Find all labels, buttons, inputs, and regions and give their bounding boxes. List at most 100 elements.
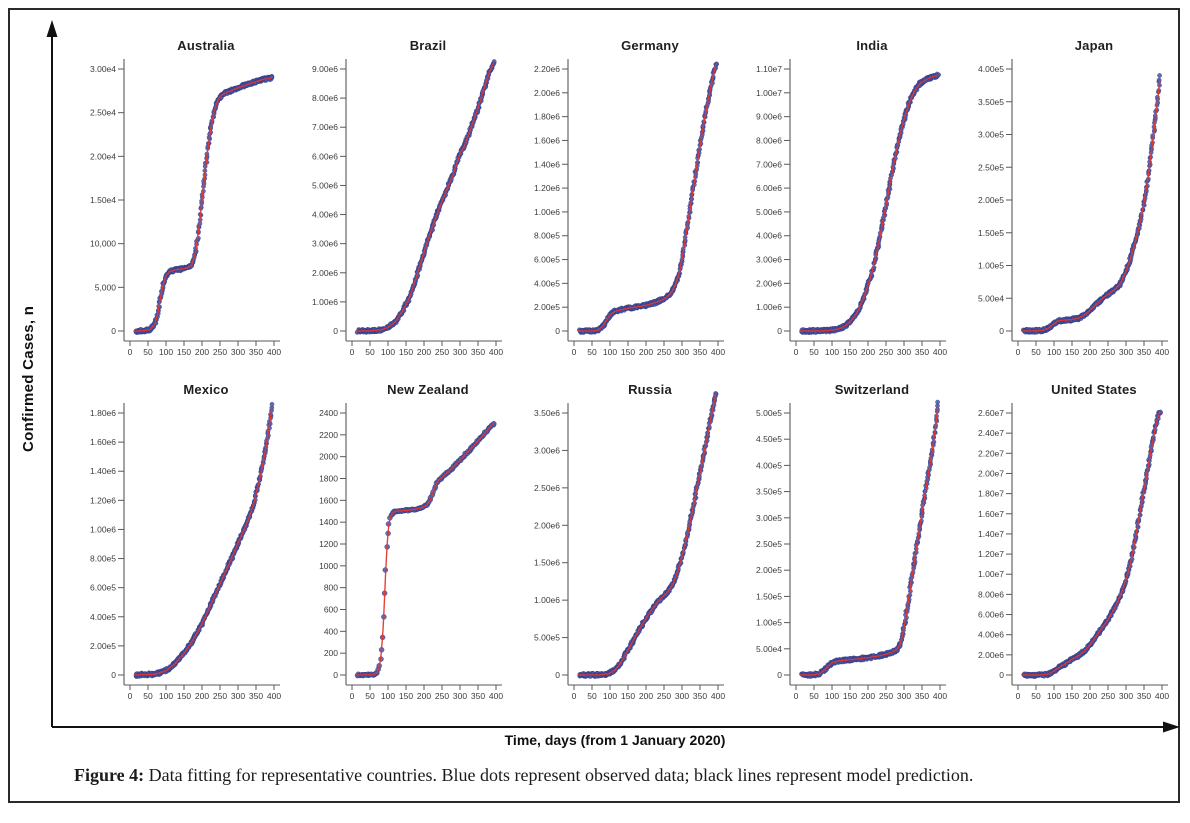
- svg-text:1.00e7: 1.00e7: [978, 569, 1004, 579]
- observed-dots-layer: [354, 59, 497, 335]
- svg-text:3.00e5: 3.00e5: [978, 130, 1004, 140]
- svg-text:2.00e5: 2.00e5: [978, 195, 1004, 205]
- subplot-india: India 1.10e7 1.00e7 9.00e6 8.00e6 7.00e6 6.00e…: [746, 38, 954, 360]
- svg-text:250: 250: [213, 347, 227, 357]
- model-line-layer: [133, 407, 273, 676]
- svg-text:0: 0: [1016, 347, 1021, 357]
- svg-text:200: 200: [1083, 347, 1097, 357]
- svg-text:250: 250: [213, 691, 227, 701]
- caption-text: Data fitting for representative countrie…: [148, 765, 974, 785]
- svg-text:9.00e6: 9.00e6: [312, 64, 338, 74]
- svg-text:4.00e6: 4.00e6: [312, 210, 338, 220]
- subplot-title: Germany: [621, 38, 679, 53]
- svg-text:200: 200: [195, 347, 209, 357]
- svg-text:200: 200: [639, 691, 653, 701]
- svg-text:300: 300: [675, 691, 689, 701]
- svg-text:0: 0: [111, 670, 116, 680]
- svg-text:1.10e7: 1.10e7: [756, 64, 782, 74]
- svg-text:200: 200: [195, 691, 209, 701]
- svg-text:150: 150: [1065, 691, 1079, 701]
- axis-layer: 3.50e6 3.00e6 2.50e6 2.00e6 1.50e6 1.00e6 5.00…: [534, 403, 725, 701]
- svg-text:1.00e5: 1.00e5: [978, 261, 1004, 271]
- model-line-layer: [799, 74, 938, 332]
- svg-text:50: 50: [365, 347, 375, 357]
- subplot-chart: 4.00e5 3.50e5 3.00e5 2.50e5 2.00e5 1.50e5 1.00…: [978, 59, 1169, 357]
- subplot-chart: 2.60e7 2.40e7 2.20e7 2.00e7 1.80e7 1.60e7 1.40…: [978, 403, 1169, 701]
- svg-text:6.00e6: 6.00e6: [312, 151, 338, 161]
- svg-text:8.00e6: 8.00e6: [978, 589, 1004, 599]
- svg-text:250: 250: [1101, 347, 1115, 357]
- svg-text:0: 0: [777, 326, 782, 336]
- svg-text:1000: 1000: [319, 561, 338, 571]
- observed-dots-layer: [133, 73, 275, 335]
- svg-text:1200: 1200: [319, 539, 338, 549]
- svg-text:0: 0: [128, 347, 133, 357]
- y-axis-label: Confirmed Cases, n: [20, 305, 37, 452]
- svg-text:0: 0: [555, 670, 560, 680]
- svg-text:100: 100: [1047, 347, 1061, 357]
- svg-text:1.40e6: 1.40e6: [90, 466, 116, 476]
- svg-text:5.00e6: 5.00e6: [756, 207, 782, 217]
- svg-text:6.00e5: 6.00e5: [90, 583, 116, 593]
- svg-text:400: 400: [933, 691, 947, 701]
- svg-text:1.00e5: 1.00e5: [756, 618, 782, 628]
- subplot-title: Mexico: [183, 382, 229, 397]
- axis-layer: 4.00e5 3.50e5 3.00e5 2.50e5 2.00e5 1.50e5 1.00…: [978, 59, 1169, 357]
- svg-text:150: 150: [177, 691, 191, 701]
- svg-text:4.00e6: 4.00e6: [978, 630, 1004, 640]
- subplot-title: India: [856, 38, 888, 53]
- svg-text:1.60e6: 1.60e6: [534, 135, 560, 145]
- svg-text:50: 50: [809, 347, 819, 357]
- svg-text:10,000: 10,000: [90, 239, 116, 249]
- svg-text:8.00e6: 8.00e6: [312, 93, 338, 103]
- svg-text:300: 300: [453, 347, 467, 357]
- svg-text:1.20e7: 1.20e7: [978, 549, 1004, 559]
- svg-text:0: 0: [777, 670, 782, 680]
- svg-text:200: 200: [861, 691, 875, 701]
- subplot-brazil: Brazil 9.00e6 8.00e6 7.00e6 6.00e6 5.00e6 4.00…: [302, 38, 510, 360]
- svg-text:3.50e5: 3.50e5: [978, 97, 1004, 107]
- svg-text:5.00e5: 5.00e5: [756, 408, 782, 418]
- svg-text:4.00e5: 4.00e5: [978, 64, 1004, 74]
- svg-text:6.00e5: 6.00e5: [534, 255, 560, 265]
- svg-text:2.00e6: 2.00e6: [534, 88, 560, 98]
- subplot-chart: 1.80e6 1.60e6 1.40e6 1.20e6 1.00e6 8.00e5 6.00…: [90, 401, 281, 701]
- figure-caption: Figure 4: Data fitting for representativ…: [74, 765, 1136, 786]
- svg-text:400: 400: [267, 347, 281, 357]
- subplot-title: United States: [1051, 382, 1137, 397]
- caption-prefix: Figure 4:: [74, 765, 145, 785]
- svg-text:2.60e7: 2.60e7: [978, 408, 1004, 418]
- model-line-layer: [1021, 411, 1161, 676]
- observed-dots-layer: [1020, 73, 1162, 335]
- figure-border: [8, 8, 1180, 803]
- svg-text:1.00e6: 1.00e6: [312, 297, 338, 307]
- svg-text:3.00e5: 3.00e5: [756, 513, 782, 523]
- svg-text:250: 250: [879, 691, 893, 701]
- svg-text:300: 300: [231, 347, 245, 357]
- svg-text:50: 50: [365, 691, 375, 701]
- svg-text:400: 400: [489, 347, 503, 357]
- subplot-united-states: United States 2.60e7 2.40e7 2.20e7 2.00e7 1.8…: [968, 382, 1176, 704]
- svg-text:0: 0: [128, 691, 133, 701]
- svg-text:100: 100: [603, 347, 617, 357]
- svg-text:400: 400: [1155, 691, 1169, 701]
- axis-layer: 1.80e6 1.60e6 1.40e6 1.20e6 1.00e6 8.00e5 6.00…: [90, 403, 281, 701]
- x-axis-label: Time, days (from 1 January 2020): [504, 732, 726, 748]
- svg-text:4.00e5: 4.00e5: [756, 460, 782, 470]
- svg-text:1800: 1800: [319, 474, 338, 484]
- svg-text:150: 150: [621, 691, 635, 701]
- svg-text:2.50e6: 2.50e6: [534, 483, 560, 493]
- svg-text:50: 50: [587, 691, 597, 701]
- svg-text:1.20e6: 1.20e6: [90, 495, 116, 505]
- svg-text:350: 350: [1137, 347, 1151, 357]
- svg-text:50: 50: [587, 347, 597, 357]
- subplot-title: Australia: [177, 38, 235, 53]
- svg-text:0: 0: [333, 670, 338, 680]
- svg-text:3.50e5: 3.50e5: [756, 487, 782, 497]
- axis-layer: 3.00e4 2.50e4 2.00e4 1.50e4 10,000 5,000 0 0 50 1…: [90, 59, 281, 357]
- svg-text:7.00e6: 7.00e6: [756, 159, 782, 169]
- svg-text:0: 0: [999, 326, 1004, 336]
- svg-text:2.00e6: 2.00e6: [978, 650, 1004, 660]
- svg-text:3.00e6: 3.00e6: [756, 255, 782, 265]
- axis-layer: 2.60e7 2.40e7 2.20e7 2.00e7 1.80e7 1.60e7 1.40…: [978, 403, 1169, 701]
